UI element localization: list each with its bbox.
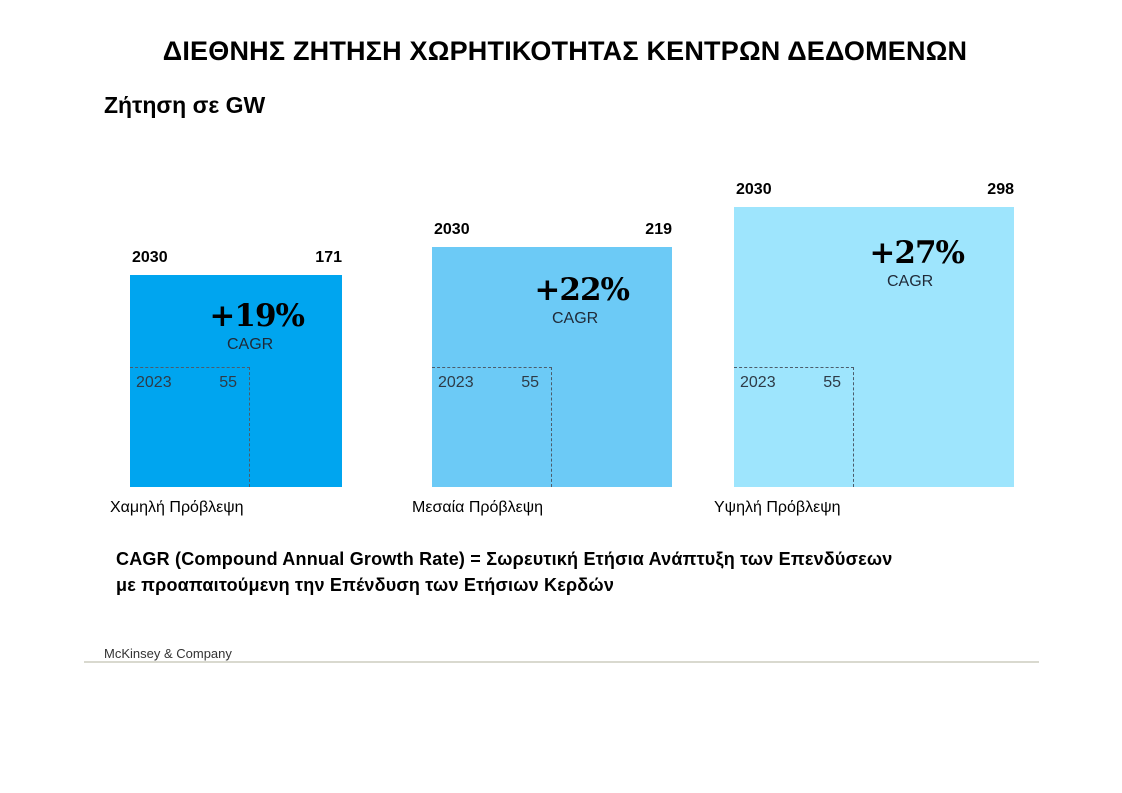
start-value-label: 55 xyxy=(219,374,237,391)
start-year-label: 2023 xyxy=(740,374,776,391)
cagr-note-line-1: CAGR (Compound Annual Growth Rate) = Σωρ… xyxy=(116,549,893,569)
end-value-label: 171 xyxy=(315,249,342,266)
cagr-note-line-2: με προαπαιτούμενη την Επένδυση των Ετήσι… xyxy=(116,575,615,595)
forecast-square: +27% CAGR 2023 55 xyxy=(734,207,1014,487)
forecast-square: +22% CAGR 2023 55 xyxy=(432,247,672,487)
scenario-high: 2030 298 +27% CAGR 2023 55 xyxy=(734,181,1014,487)
scenario-low: 2030 171 +19% CAGR 2023 55 xyxy=(130,249,342,487)
cagr-label: CAGR xyxy=(552,310,599,327)
end-value-label: 219 xyxy=(645,221,672,238)
start-value-label: 55 xyxy=(521,374,539,391)
scenario-medium: 2030 219 +22% CAGR 2023 55 xyxy=(432,221,672,487)
page-title: ΔΙΕΘΝΗΣ ΖΗΤΗΣΗ ΧΩΡΗΤΙΚΟΤΗΤΑΣ ΚΕΝΤΡΩΝ ΔΕΔ… xyxy=(162,36,968,66)
cagr-value: +22% xyxy=(534,272,630,308)
forecast-square: +19% CAGR 2023 55 xyxy=(130,275,342,487)
cagr-label: CAGR xyxy=(887,273,934,290)
end-year-label: 2030 xyxy=(736,181,772,198)
cagr-label: CAGR xyxy=(227,336,274,353)
cagr-value: +27% xyxy=(869,235,965,271)
footer-source: McKinsey & Company xyxy=(104,646,232,661)
scenario-label: Χαμηλή Πρόβλεψη xyxy=(110,499,244,516)
baseline-2023-square: 2023 55 xyxy=(734,367,854,487)
scenario-label: Μεσαία Πρόβλεψη xyxy=(412,499,544,516)
cagr-value: +19% xyxy=(209,298,305,334)
baseline-2023-square: 2023 55 xyxy=(432,367,552,487)
scenario-label: Υψηλή Πρόβλεψη xyxy=(714,499,841,516)
start-value-label: 55 xyxy=(823,374,841,391)
end-year-label: 2030 xyxy=(434,221,470,238)
chart-subtitle: Ζήτηση σε GW xyxy=(104,92,266,118)
footer-divider xyxy=(84,661,1039,663)
cagr-note: CAGR (Compound Annual Growth Rate) = Σωρ… xyxy=(116,546,892,598)
end-value-label: 298 xyxy=(987,181,1014,198)
start-year-label: 2023 xyxy=(136,374,172,391)
baseline-2023-square: 2023 55 xyxy=(130,367,250,487)
start-year-label: 2023 xyxy=(438,374,474,391)
end-year-label: 2030 xyxy=(132,249,168,266)
